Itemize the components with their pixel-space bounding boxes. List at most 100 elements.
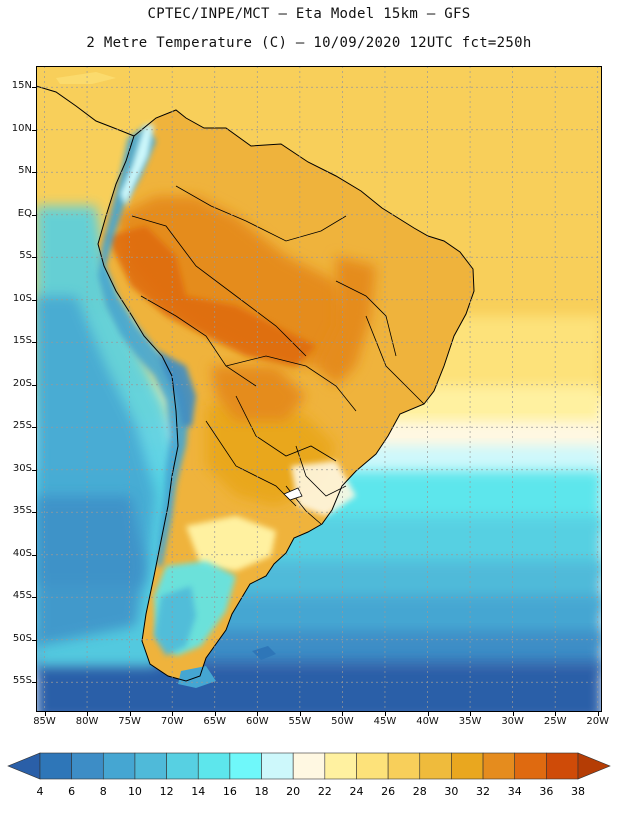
colorbar: 4 6 8 10 12 14 16 18 20 22 24 26 28 30 32 34 36 38 (7, 752, 611, 798)
colorbar-swatch (356, 752, 389, 780)
colorbar-label: 12 (160, 785, 174, 798)
lon-tick-mark (87, 712, 89, 716)
lon-tick-mark (597, 712, 599, 716)
colorbar-swatch (261, 752, 294, 780)
colorbar-swatch (324, 752, 357, 780)
map-frame (36, 66, 602, 712)
lat-tick-mark (32, 299, 36, 301)
lon-tick-mark (470, 712, 472, 716)
lon-tick-label: 60W (245, 716, 269, 727)
colorbar-swatch (71, 752, 104, 780)
land-chaco-warm (211, 366, 306, 421)
land-patagonia-cold (154, 586, 196, 656)
lon-tick-mark (214, 712, 216, 716)
lon-tick-label: 25W (543, 716, 567, 727)
land-hottest-core (106, 226, 316, 366)
lon-tick-mark (44, 712, 46, 716)
lat-tick-label: 20S (12, 377, 32, 389)
colorbar-label: 16 (223, 785, 237, 798)
lon-tick-label: 70W (160, 716, 184, 727)
lon-tick-mark (427, 712, 429, 716)
colorbar-swatch (482, 752, 516, 780)
lat-tick-mark (32, 512, 36, 514)
colorbar-label: 32 (476, 785, 490, 798)
lon-tick-mark (129, 712, 131, 716)
lon-tick-label: 85W (33, 716, 56, 727)
colorbar-swatch (166, 752, 199, 780)
lat-tick-mark (32, 682, 36, 684)
colorbar-label: 30 (444, 785, 458, 798)
colorbar-label: 8 (100, 785, 107, 798)
colorbar-label: 26 (381, 785, 395, 798)
lat-tick-mark (32, 214, 36, 216)
falkland-islands (252, 646, 276, 660)
lat-tick-mark (32, 597, 36, 599)
lon-tick-label: 80W (75, 716, 99, 727)
land-pampa-mild (186, 516, 276, 571)
lat-tick-label: 5S (19, 250, 32, 262)
lat-tick-label: 40S (12, 547, 32, 559)
lat-tick-mark (32, 87, 36, 89)
andes-snow (120, 124, 154, 206)
lat-tick-label: 50S (12, 632, 32, 644)
colorbar-swatch (102, 752, 136, 780)
colorbar-min-arrow (7, 752, 41, 780)
lat-tick-mark (32, 554, 36, 556)
lat-tick-label: 15N (11, 80, 32, 92)
land-hot-east (316, 256, 376, 386)
lon-tick-mark (257, 712, 259, 716)
colorbar-label: 20 (286, 785, 300, 798)
lat-tick-label: 5N (18, 165, 32, 177)
lon-tick-label: 45W (373, 716, 397, 727)
caribbean-islands (56, 72, 116, 84)
colorbar-max-arrow (577, 752, 611, 780)
lon-tick-label: 35W (458, 716, 482, 727)
colorbar-label: 6 (68, 785, 75, 798)
lat-tick-label: 30S (12, 462, 32, 474)
graticule (36, 66, 602, 712)
lat-tick-mark (32, 427, 36, 429)
lat-tick-label: 45S (12, 590, 32, 602)
map-svg (36, 66, 602, 712)
lat-tick-label: 10S (12, 292, 32, 304)
colorbar-label: 22 (318, 785, 332, 798)
lon-tick-mark (555, 712, 557, 716)
central-america (36, 85, 135, 137)
lat-tick-label: 15S (12, 335, 32, 347)
colorbar-label: 28 (413, 785, 427, 798)
colorbar-label: 18 (255, 785, 269, 798)
colorbar-label: 24 (349, 785, 363, 798)
colorbar-swatch (39, 752, 72, 780)
colorbar-swatch (419, 752, 452, 780)
chart-subtitle: 2 Metre Temperature (C) – 10/09/2020 12U… (86, 35, 532, 51)
lon-tick-label: 30W (501, 716, 524, 727)
lon-tick-mark (512, 712, 514, 716)
ocean-band-6 (36, 661, 602, 712)
lon-tick-mark (342, 712, 344, 716)
lon-tick-label: 40W (416, 716, 439, 727)
lat-tick-mark (32, 469, 36, 471)
lat-tick-label: EQ (17, 207, 32, 219)
lon-tick-mark (172, 712, 174, 716)
land-south-uruguay (291, 461, 356, 516)
lat-tick-mark (32, 257, 36, 259)
lon-tick-label: 75W (118, 716, 141, 727)
lat-tick-label: 25S (12, 420, 32, 432)
lat-tick-mark (32, 342, 36, 344)
lon-tick-label: 65W (203, 716, 227, 727)
lon-tick-mark (299, 712, 301, 716)
colorbar-label: 4 (37, 785, 44, 798)
lat-tick-mark (32, 172, 36, 174)
colorbar-swatch (134, 752, 167, 780)
colorbar-label: 36 (539, 785, 553, 798)
lat-tick-label: 10N (11, 122, 32, 134)
andes-altiplano (158, 351, 196, 426)
lat-tick-mark (32, 384, 36, 386)
chart-title: CPTEC/INPE/MCT – Eta Model 15km – GFS (147, 6, 471, 22)
colorbar-swatch (197, 752, 231, 780)
colorbar-swatch (514, 752, 547, 780)
colorbar-swatch (451, 752, 484, 780)
colorbar-swatch (229, 752, 262, 780)
lon-tick-label: 20W (586, 716, 610, 727)
colorbar-swatch (546, 752, 579, 780)
